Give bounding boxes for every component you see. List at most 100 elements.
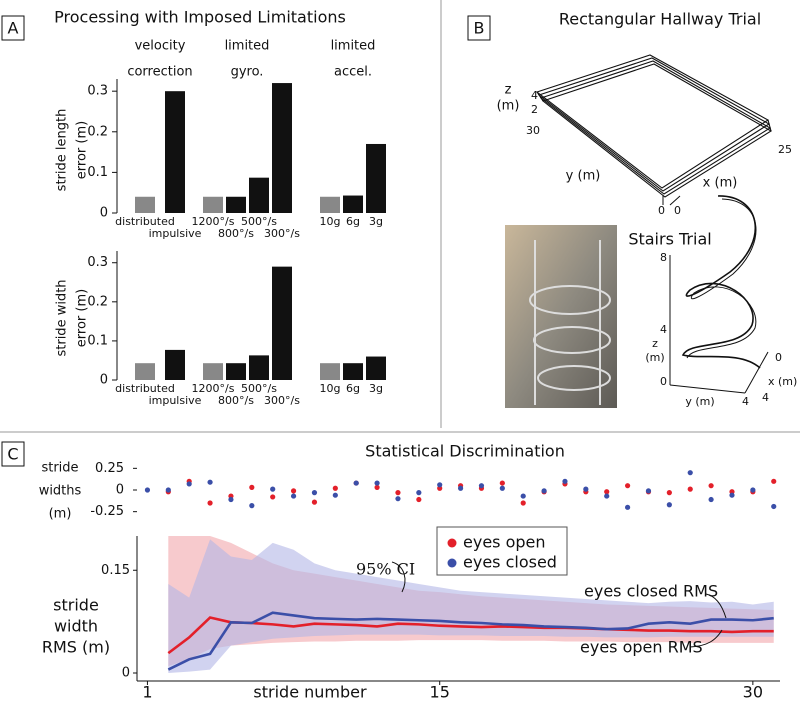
bar [226, 196, 246, 213]
panel-box [1, 15, 25, 41]
y-axis-label: stride width [55, 279, 70, 356]
x-tick-label: 1 [142, 683, 152, 702]
panel-label: B [474, 19, 485, 38]
legend-marker [447, 538, 457, 548]
y-tick-label: 0.25 [95, 461, 124, 476]
annotation: 95% CI [356, 560, 415, 579]
legend-marker [447, 558, 457, 568]
legend-label: eyes closed [463, 553, 557, 572]
y-tick-label: 0.2 [87, 294, 108, 309]
tick-label: 30 [526, 124, 540, 137]
point [499, 480, 505, 486]
line [167, 611, 774, 671]
x-tick-label: 300°/s [264, 394, 300, 407]
x-tick-label: impulsive [149, 227, 202, 240]
point [562, 478, 568, 484]
chart-title: Processing with Imposed Limitations [54, 8, 346, 27]
point [625, 504, 631, 510]
bar [366, 143, 386, 213]
point [437, 482, 443, 488]
y-tick-label: 0.1 [87, 165, 108, 180]
point [520, 500, 526, 506]
tick-label: 0 [658, 204, 665, 217]
x-axis-label: stride number [253, 683, 367, 702]
point [290, 488, 297, 494]
x-tick-label: 1200°/s [192, 215, 235, 228]
y-axis-label: widths [39, 484, 82, 499]
group-label: correction [127, 65, 192, 80]
point [666, 490, 672, 496]
point [520, 493, 526, 499]
axis-line [669, 195, 681, 206]
point [416, 490, 422, 496]
point [395, 496, 401, 502]
panel-box [1, 441, 25, 467]
tick-label: 4 [531, 89, 538, 102]
point [729, 492, 735, 498]
x-tick-label: 300°/s [264, 227, 300, 240]
axis-label: x (m) [768, 375, 797, 388]
axis-label: z [652, 337, 658, 350]
point [395, 490, 401, 496]
y-axis-label: stride length [55, 109, 70, 192]
x-tick-label: 1200°/s [192, 382, 235, 395]
x-tick-label: 3g [369, 215, 383, 228]
leader-line [689, 629, 723, 648]
point [708, 483, 714, 489]
point [207, 500, 213, 506]
point [604, 489, 610, 495]
point [249, 484, 255, 490]
x-tick-label: 30 [743, 683, 763, 702]
point [771, 503, 777, 510]
panel-label: C [7, 445, 18, 464]
point [144, 487, 151, 493]
x-tick-label: 500°/s [241, 215, 277, 228]
y-axis-label: stride [53, 596, 99, 615]
group-label: limited [331, 39, 376, 54]
legend-box [436, 526, 568, 576]
x-tick-label: 6g [346, 215, 360, 228]
y-tick-label: 0.2 [87, 124, 108, 139]
tick-label: 25 [778, 143, 792, 156]
tick-label: 0 [660, 375, 667, 388]
point [541, 488, 547, 494]
axis-label: z [505, 83, 512, 98]
annotation: eyes open RMS [580, 638, 703, 657]
x-tick-label: 800°/s [218, 394, 254, 407]
y-tick-label: -0.25 [90, 504, 124, 519]
bar [272, 266, 292, 380]
point [687, 470, 693, 476]
bar [226, 363, 246, 380]
x-tick-label: distributed [115, 382, 175, 395]
y-tick-label: 0.1 [87, 333, 108, 348]
legend-label: eyes open [463, 533, 546, 552]
group-label: gyro. [231, 65, 264, 80]
axis-label: y (m) [685, 395, 714, 408]
point [332, 485, 338, 491]
x-tick-label: 10g [320, 215, 341, 228]
point [207, 479, 213, 485]
point [374, 480, 380, 486]
y-axis-label: stride [41, 461, 78, 476]
point [645, 488, 652, 494]
x-tick-label: 6g [346, 382, 360, 395]
point [499, 485, 505, 491]
group-label: limited [225, 39, 270, 54]
group-label: velocity [135, 39, 186, 54]
point [750, 487, 756, 493]
confidence-band [168, 539, 774, 673]
bar [343, 363, 363, 380]
tick-label: 8 [660, 251, 667, 264]
annotation: eyes closed RMS [584, 582, 718, 601]
point [186, 481, 192, 487]
leader-line [391, 561, 406, 593]
point [270, 494, 276, 500]
photo-detail [529, 240, 611, 405]
x-tick-label: 10g [320, 382, 341, 395]
hallway-title: Rectangular Hallway Trial [559, 10, 761, 29]
point [625, 483, 631, 489]
point [374, 484, 380, 490]
y-axis-label: error (m) [75, 121, 90, 179]
bar [343, 195, 363, 213]
bar [203, 363, 223, 380]
